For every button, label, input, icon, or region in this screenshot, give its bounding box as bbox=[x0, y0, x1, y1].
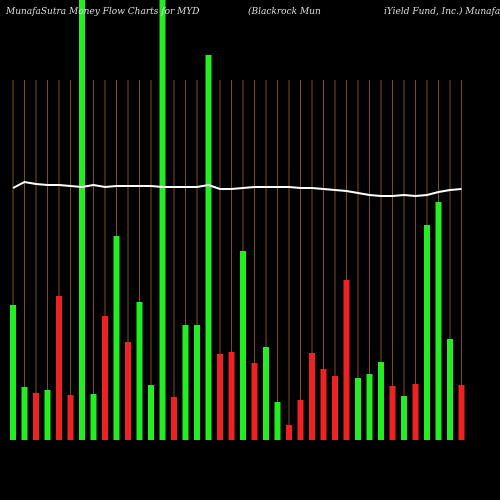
bar bbox=[274, 402, 281, 440]
bar bbox=[263, 347, 269, 440]
bar bbox=[125, 342, 131, 440]
bar bbox=[182, 325, 189, 440]
bar bbox=[297, 400, 304, 440]
bar bbox=[355, 378, 361, 440]
bar bbox=[412, 384, 419, 440]
bars bbox=[10, 0, 465, 440]
bar bbox=[378, 362, 384, 440]
bar bbox=[205, 55, 212, 440]
bar bbox=[67, 395, 74, 440]
bar bbox=[424, 225, 430, 440]
bar bbox=[56, 296, 62, 440]
bar bbox=[113, 236, 120, 440]
bar bbox=[343, 280, 350, 440]
bar bbox=[44, 390, 51, 440]
bar bbox=[286, 425, 292, 440]
bar bbox=[435, 202, 442, 440]
bar bbox=[320, 369, 327, 440]
bar bbox=[90, 394, 97, 440]
bar bbox=[240, 251, 246, 440]
bar bbox=[389, 386, 396, 440]
bar bbox=[33, 393, 39, 440]
bar bbox=[251, 363, 258, 440]
bar bbox=[447, 339, 453, 440]
bar bbox=[458, 385, 465, 440]
bar bbox=[217, 354, 223, 440]
bar bbox=[159, 0, 166, 440]
money-flow-line bbox=[12, 180, 462, 198]
bar bbox=[21, 387, 28, 440]
bar bbox=[332, 376, 338, 440]
bar bbox=[148, 385, 154, 440]
bar bbox=[102, 316, 108, 440]
bar bbox=[79, 0, 85, 440]
bar bbox=[194, 325, 200, 440]
bar bbox=[136, 302, 143, 440]
bar bbox=[228, 352, 235, 440]
bar bbox=[171, 397, 177, 440]
bar bbox=[10, 305, 16, 440]
chart-title: (Blackrock Mun bbox=[248, 6, 321, 17]
bar bbox=[401, 396, 407, 440]
chart-title: MunafaSutra Money Flow Charts for MYD bbox=[5, 7, 200, 17]
bar bbox=[366, 374, 373, 440]
bar bbox=[309, 353, 315, 440]
chart-title: iYield Fund, Inc.) Munafa bbox=[384, 6, 500, 17]
